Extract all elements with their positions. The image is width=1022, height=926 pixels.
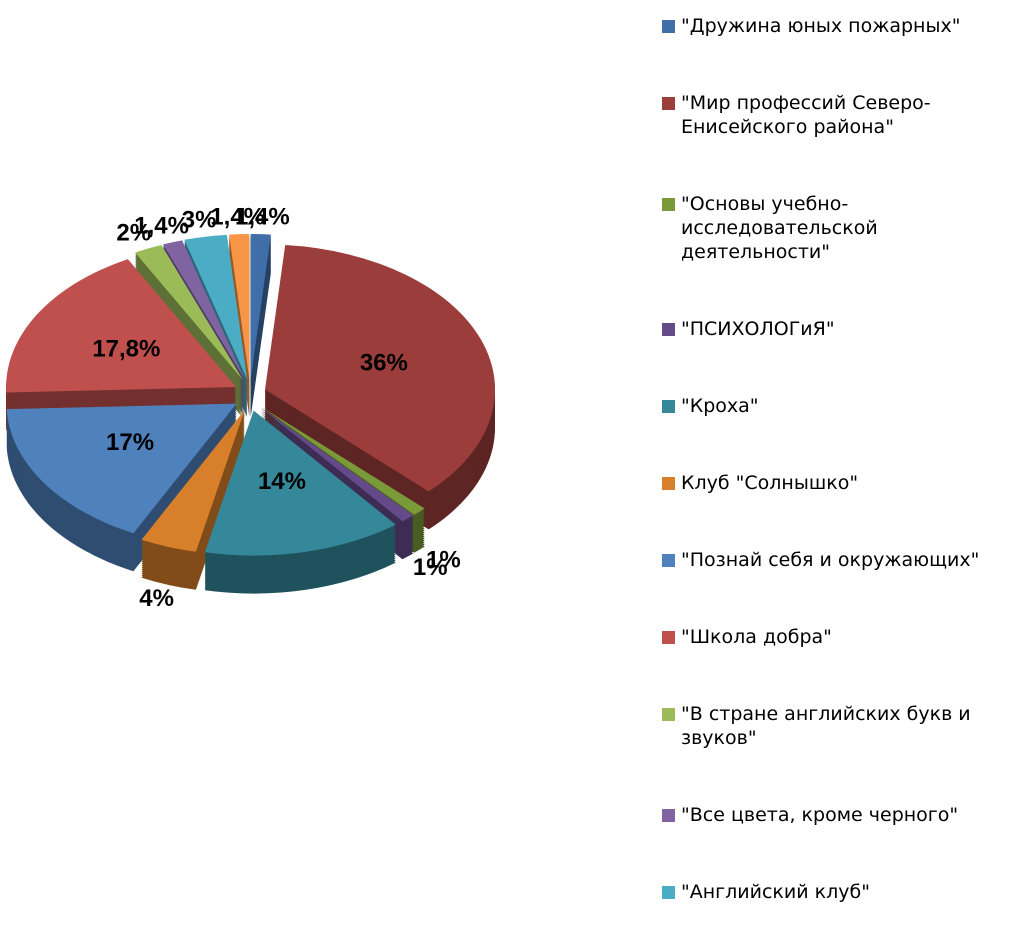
- legend-label: "Кроха": [681, 395, 759, 417]
- data-label: 1,4%: [235, 204, 290, 231]
- data-label: 17,8%: [92, 336, 160, 363]
- slice: [184, 234, 248, 380]
- slice: [6, 259, 237, 393]
- legend-item: "Школа добра": [662, 625, 1018, 649]
- legend-swatch: [662, 198, 675, 211]
- legend-item: "Все цвета, кроме черного": [662, 803, 1018, 827]
- legend-item: "Кроха": [662, 394, 1018, 418]
- legend-label: "Основы учебно-исследовательской деятель…: [681, 193, 878, 263]
- legend-label: "Дружина юных пожарных": [681, 15, 961, 37]
- legend-label: "В стране английских букв и звуков": [681, 703, 971, 749]
- legend-item: Клуб "Солнышко": [662, 471, 1018, 495]
- legend-item: "ПСИХОЛОГиЯ": [662, 317, 1018, 341]
- legend-label: "Английский клуб": [681, 881, 870, 903]
- slice: [6, 403, 237, 534]
- legend-swatch: [662, 809, 675, 822]
- legend-item: "В стране английских букв и звуков": [662, 702, 1018, 750]
- legend-swatch: [662, 20, 675, 33]
- legend-item: "Познай себя и окружающих": [662, 548, 1018, 572]
- legend: "Дружина юных пожарных" "Мир профессий Се…: [662, 14, 1018, 904]
- legend-label: "Познай себя и окружающих": [681, 549, 980, 571]
- legend-item: "Основы учебно-исследовательской деятель…: [662, 192, 1018, 264]
- legend-swatch: [662, 323, 675, 336]
- legend-item: "Мир профессий Северо-Енисейского района…: [662, 91, 1018, 139]
- data-label: 2%: [116, 219, 151, 246]
- data-label: 1,4%: [210, 204, 265, 231]
- pie-chart: 1,4%36%1%1%14%4%17%17,8%2%1,4%3%1,4%: [6, 204, 496, 612]
- legend-swatch: [662, 97, 675, 110]
- legend-label: "Все цвета, кроме черного": [681, 804, 959, 826]
- data-label: 3%: [182, 206, 217, 233]
- slice: [250, 234, 271, 380]
- slice: [265, 245, 496, 492]
- legend-swatch: [662, 708, 675, 721]
- data-label: 1%: [426, 547, 461, 574]
- legend-swatch: [662, 886, 675, 899]
- slice: [162, 240, 245, 380]
- legend-swatch: [662, 477, 675, 490]
- slice: [135, 244, 244, 381]
- legend-item: "Дружина юных пожарных": [662, 14, 1018, 38]
- legend-label: "Мир профессий Северо-Енисейского района…: [681, 92, 931, 138]
- data-label: 4%: [139, 585, 174, 612]
- slice: [260, 407, 414, 522]
- legend-label: Клуб "Солнышко": [681, 472, 859, 494]
- legend-label: "ПСИХОЛОГиЯ": [681, 318, 835, 340]
- legend-label: "Школа добра": [681, 626, 832, 648]
- data-label: 14%: [258, 468, 306, 495]
- data-label: 17%: [106, 429, 154, 456]
- data-label: 1,4%: [134, 212, 189, 239]
- slice: [141, 410, 245, 552]
- data-label: 1%: [413, 554, 448, 581]
- legend-swatch: [662, 631, 675, 644]
- slice: [261, 406, 425, 515]
- slice: [229, 234, 250, 380]
- legend-item: "Английский клуб": [662, 880, 1018, 904]
- legend-swatch: [662, 400, 675, 413]
- slice: [204, 410, 396, 556]
- data-label: 36%: [360, 349, 408, 376]
- legend-swatch: [662, 554, 675, 567]
